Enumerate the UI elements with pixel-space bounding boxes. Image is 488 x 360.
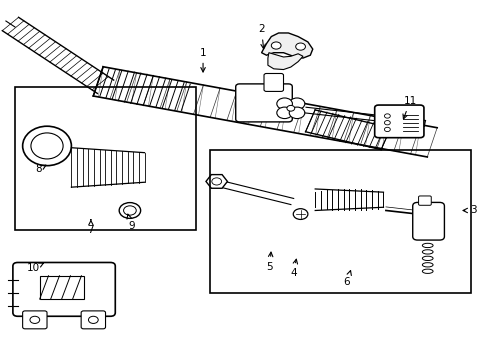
Circle shape (211, 178, 221, 185)
Circle shape (384, 127, 389, 132)
FancyBboxPatch shape (418, 196, 430, 205)
Circle shape (293, 209, 307, 220)
Bar (40, 276, 83, 299)
Ellipse shape (31, 133, 63, 159)
Text: 11: 11 (402, 96, 416, 119)
FancyBboxPatch shape (264, 73, 283, 91)
Ellipse shape (422, 263, 432, 267)
Circle shape (286, 105, 294, 111)
Text: 2: 2 (258, 24, 265, 49)
Circle shape (88, 316, 98, 323)
Circle shape (384, 121, 389, 125)
FancyBboxPatch shape (235, 84, 292, 122)
Text: 7: 7 (87, 220, 94, 235)
Circle shape (119, 203, 141, 219)
FancyBboxPatch shape (374, 105, 423, 138)
Text: 9: 9 (127, 214, 134, 231)
Ellipse shape (22, 126, 71, 166)
Ellipse shape (422, 243, 432, 248)
Text: 1: 1 (199, 48, 206, 72)
Circle shape (288, 107, 304, 118)
Bar (210, 149, 470, 293)
FancyBboxPatch shape (81, 311, 105, 329)
Ellipse shape (422, 269, 432, 273)
Circle shape (30, 316, 40, 323)
FancyBboxPatch shape (13, 262, 115, 316)
Text: 5: 5 (266, 252, 273, 272)
Polygon shape (261, 33, 312, 58)
Ellipse shape (422, 256, 432, 261)
Text: 6: 6 (343, 271, 350, 287)
Text: 8: 8 (35, 164, 46, 174)
Text: 3: 3 (462, 206, 476, 216)
Bar (15, 87, 195, 230)
Circle shape (288, 98, 304, 109)
Circle shape (271, 42, 281, 49)
Ellipse shape (422, 250, 432, 254)
Circle shape (123, 206, 136, 215)
Circle shape (295, 43, 305, 50)
Text: 4: 4 (289, 259, 297, 278)
Polygon shape (267, 53, 303, 69)
Text: 10: 10 (27, 263, 43, 273)
Circle shape (276, 98, 292, 109)
FancyBboxPatch shape (22, 311, 47, 329)
FancyBboxPatch shape (412, 202, 444, 240)
Circle shape (384, 114, 389, 118)
Circle shape (276, 107, 292, 118)
